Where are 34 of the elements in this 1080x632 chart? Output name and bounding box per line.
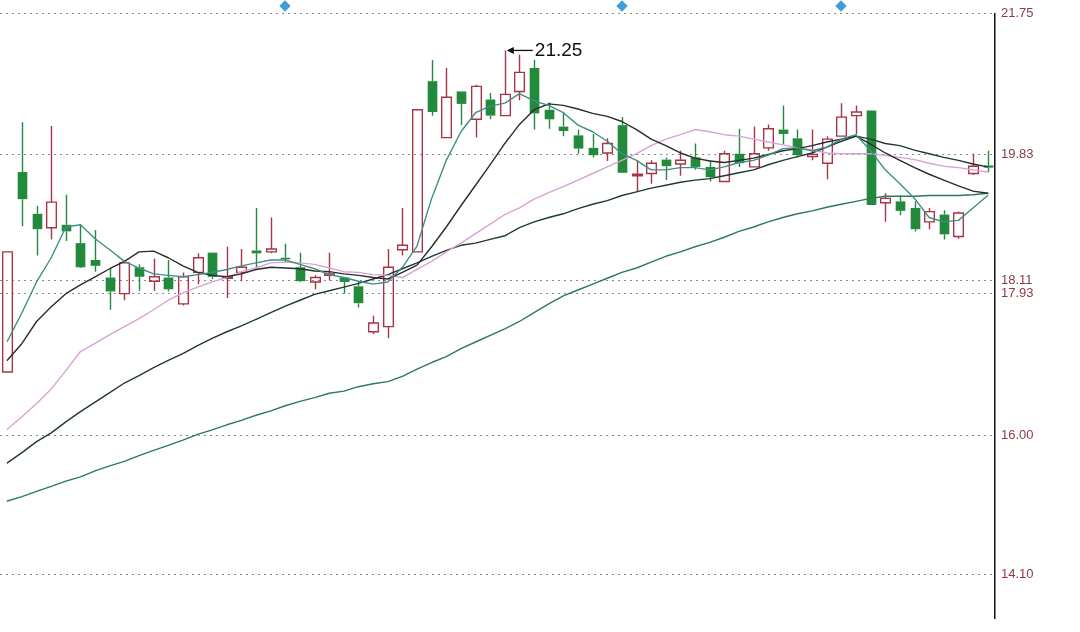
y-tick-label: 17.93 — [1001, 285, 1034, 301]
candlestick — [631, 159, 644, 193]
candlestick — [440, 67, 453, 139]
candlestick — [45, 125, 58, 241]
candlestick — [221, 246, 234, 299]
candlestick — [879, 192, 892, 223]
y-tick-label: 16.00 — [1001, 426, 1034, 442]
candlestick — [748, 125, 761, 168]
candlestick — [235, 248, 248, 282]
candlestick — [265, 216, 278, 253]
candlestick — [32, 205, 43, 257]
candlestick — [456, 91, 467, 126]
annotation: 21.25 — [534, 38, 583, 60]
candlestick — [90, 229, 101, 273]
candlestick — [75, 223, 86, 268]
candlestick — [382, 248, 395, 340]
candlestick — [427, 59, 438, 117]
candlestick — [148, 257, 161, 292]
y-tick-label: 19.83 — [1001, 146, 1034, 162]
candlestick — [821, 135, 834, 181]
candlestick — [17, 121, 28, 227]
candlestick — [323, 251, 336, 282]
candlestick — [396, 207, 409, 257]
candlestick — [499, 49, 512, 117]
y-tick-label: 14.10 — [1001, 565, 1034, 581]
candlestick — [850, 104, 863, 135]
candlestick — [470, 85, 483, 139]
candlestick — [251, 207, 262, 269]
candlestick — [983, 150, 994, 173]
candlestick — [513, 54, 526, 101]
candlestick — [674, 150, 687, 177]
y-tick-label: 18.11 — [1001, 272, 1033, 288]
candlestick — [806, 128, 819, 162]
y-tick-label: 21.75 — [1001, 5, 1034, 21]
